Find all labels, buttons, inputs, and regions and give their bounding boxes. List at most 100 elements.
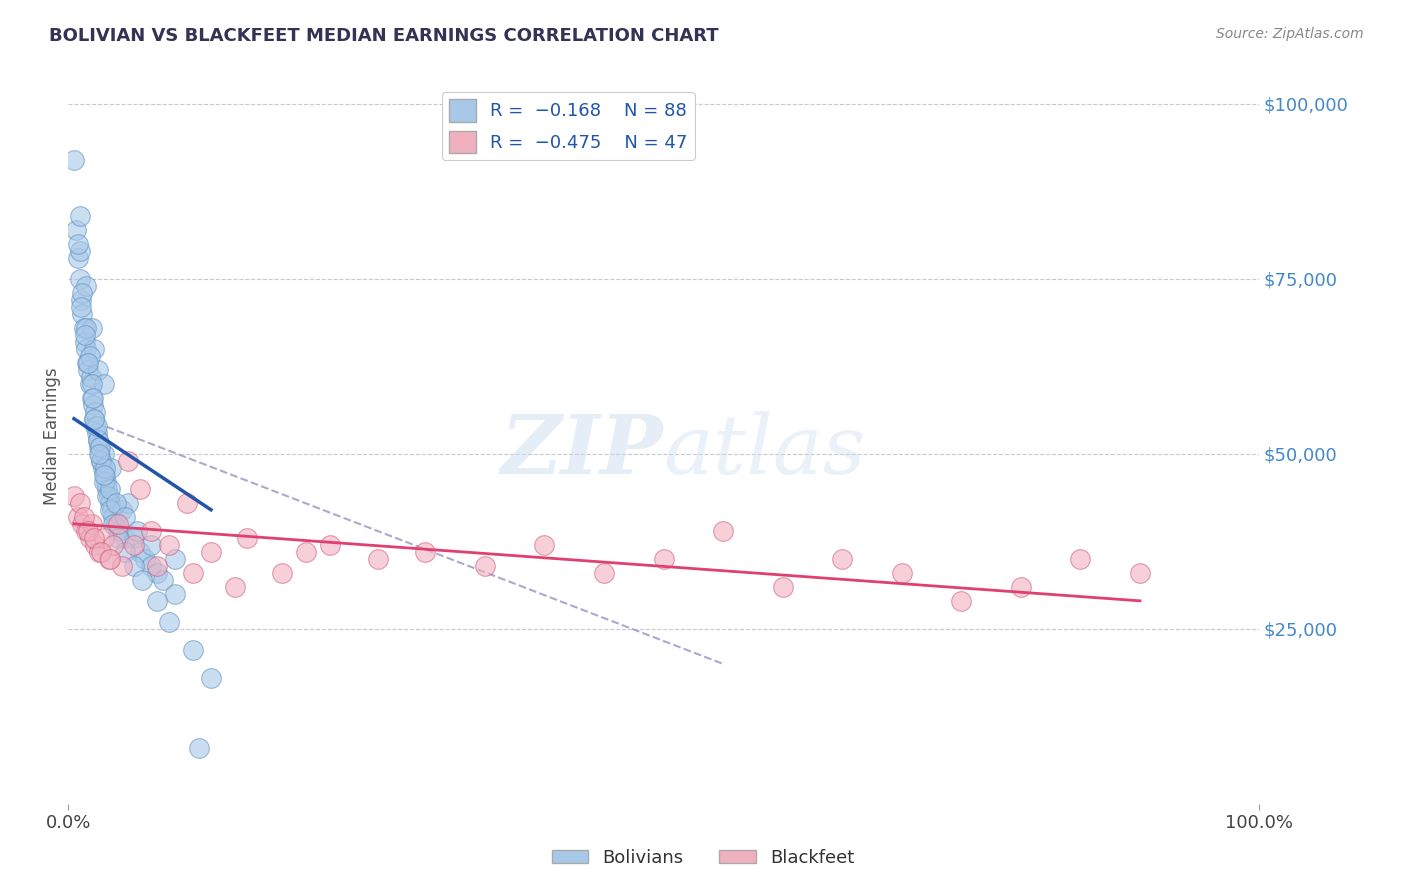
Point	[114, 509, 136, 524]
Point	[80, 320, 103, 334]
Point	[66, 251, 89, 265]
Point	[89, 440, 111, 454]
Point	[98, 482, 121, 496]
Point	[157, 615, 180, 629]
Point	[93, 475, 115, 489]
Point	[141, 538, 163, 552]
Point	[114, 545, 136, 559]
Point	[87, 440, 110, 454]
Point	[97, 551, 120, 566]
Point	[111, 558, 134, 573]
Point	[157, 538, 180, 552]
Point	[235, 531, 257, 545]
Point	[772, 580, 794, 594]
Point	[103, 509, 125, 524]
Point	[114, 531, 136, 545]
Point	[84, 418, 107, 433]
Point	[77, 356, 100, 370]
Point	[831, 551, 853, 566]
Point	[83, 411, 105, 425]
Point	[93, 467, 115, 482]
Point	[950, 594, 973, 608]
Point	[1010, 580, 1032, 594]
Point	[83, 531, 105, 545]
Point	[93, 376, 115, 391]
Point	[87, 545, 110, 559]
Point	[86, 425, 108, 440]
Point	[107, 524, 129, 538]
Point	[89, 447, 111, 461]
Point	[80, 369, 103, 384]
Point	[117, 496, 139, 510]
Point	[103, 538, 125, 552]
Point	[474, 558, 496, 573]
Point	[87, 433, 110, 447]
Point	[98, 551, 121, 566]
Point	[711, 524, 734, 538]
Point	[165, 551, 187, 566]
Point	[128, 545, 150, 559]
Point	[152, 573, 174, 587]
Point	[122, 538, 145, 552]
Point	[1129, 566, 1152, 580]
Point	[97, 489, 120, 503]
Point	[79, 376, 101, 391]
Text: Source: ZipAtlas.com: Source: ZipAtlas.com	[1216, 27, 1364, 41]
Point	[79, 349, 101, 363]
Point	[181, 566, 204, 580]
Point	[87, 433, 110, 447]
Point	[200, 671, 222, 685]
Point	[73, 334, 96, 349]
Point	[93, 447, 115, 461]
Point	[84, 405, 107, 419]
Point	[90, 545, 112, 559]
Point	[94, 467, 117, 482]
Point	[69, 244, 91, 258]
Point	[188, 741, 211, 756]
Legend: R =  −0.168    N = 88, R =  −0.475    N = 47: R = −0.168 N = 88, R = −0.475 N = 47	[441, 92, 695, 160]
Point	[91, 460, 114, 475]
Point	[367, 551, 389, 566]
Point	[200, 545, 222, 559]
Point	[271, 566, 294, 580]
Point	[146, 566, 169, 580]
Point	[96, 475, 118, 489]
Point	[77, 362, 100, 376]
Point	[79, 531, 101, 545]
Point	[98, 496, 121, 510]
Point	[87, 362, 110, 376]
Point	[1069, 551, 1091, 566]
Point	[86, 418, 108, 433]
Point	[101, 503, 124, 517]
Point	[72, 320, 94, 334]
Point	[319, 538, 342, 552]
Point	[90, 454, 112, 468]
Point	[127, 524, 149, 538]
Point	[70, 300, 93, 314]
Point	[107, 516, 129, 531]
Point	[87, 447, 110, 461]
Point	[90, 454, 112, 468]
Legend: Bolivians, Blackfeet: Bolivians, Blackfeet	[544, 842, 862, 874]
Point	[82, 398, 104, 412]
Point	[83, 411, 105, 425]
Point	[82, 391, 104, 405]
Point	[69, 271, 91, 285]
Point	[107, 531, 129, 545]
Point	[103, 516, 125, 531]
Text: ZIP: ZIP	[501, 411, 664, 491]
Point	[73, 327, 96, 342]
Point	[890, 566, 912, 580]
Point	[146, 594, 169, 608]
Point	[96, 482, 118, 496]
Point	[117, 454, 139, 468]
Point	[80, 516, 103, 531]
Point	[100, 460, 122, 475]
Point	[72, 285, 94, 300]
Point	[72, 509, 94, 524]
Point	[80, 391, 103, 405]
Point	[80, 376, 103, 391]
Point	[84, 538, 107, 552]
Point	[72, 516, 94, 531]
Point	[141, 558, 163, 573]
